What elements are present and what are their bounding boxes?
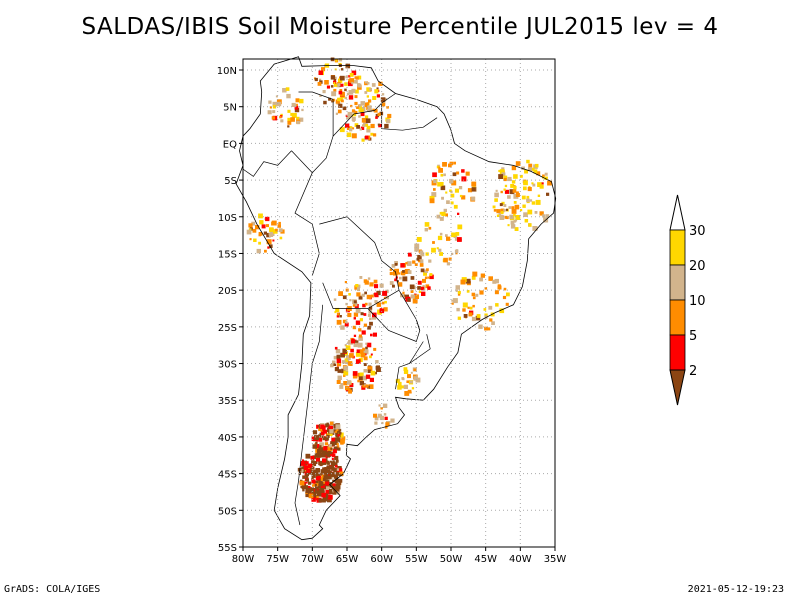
colorbar-bottom-arrow bbox=[669, 369, 686, 406]
lat-tick-label: 40S bbox=[218, 433, 237, 444]
colorbar-segment bbox=[669, 264, 686, 301]
lon-tick-label: 65W bbox=[336, 554, 359, 565]
lon-tick-label: 40W bbox=[509, 554, 532, 565]
footer-timestamp: 2021-05-12-19:23 bbox=[687, 584, 784, 595]
lat-tick-label: 20S bbox=[218, 286, 237, 297]
lat-tick-label: 25S bbox=[218, 323, 237, 334]
lat-tick-label: 55S bbox=[218, 543, 237, 554]
country-border bbox=[319, 216, 400, 309]
colorbar-label: 5 bbox=[689, 329, 697, 344]
colorbar-label: 30 bbox=[689, 224, 706, 239]
colorbar-top-arrow bbox=[669, 194, 686, 231]
country-border bbox=[242, 150, 292, 177]
colorbar-label: 20 bbox=[689, 259, 706, 274]
country-border bbox=[332, 93, 396, 137]
lat-tick-label: 5S bbox=[224, 176, 237, 187]
lon-tick-label: 45W bbox=[474, 554, 497, 565]
footer-credit: GrADS: COLA/IGES bbox=[4, 584, 101, 595]
lon-tick-label: 50W bbox=[440, 554, 463, 565]
lat-tick-label: 5N bbox=[223, 103, 237, 114]
country-border bbox=[381, 103, 438, 131]
colorbar-segment bbox=[669, 299, 686, 336]
country-border bbox=[409, 334, 431, 364]
south-america-coastline bbox=[235, 56, 557, 541]
lon-tick-label: 60W bbox=[370, 554, 393, 565]
lon-tick-label: 75W bbox=[266, 554, 289, 565]
country-border bbox=[395, 341, 424, 390]
lon-tick-label: 80W bbox=[232, 554, 255, 565]
latitude-axis: 10N 5N EQ 5S 10S 15S 20S 25S 30S 35S 40S 45S 50S 55S bbox=[217, 66, 243, 554]
lon-tick-label: 55W bbox=[405, 554, 428, 565]
map-title: SALDAS/IBIS Soil Moisture Percentile JUL… bbox=[81, 14, 719, 40]
lat-tick-label: 15S bbox=[218, 249, 237, 260]
lat-tick-label: 50S bbox=[218, 506, 237, 517]
lat-tick-label: 30S bbox=[218, 360, 237, 371]
colorbar-label: 10 bbox=[689, 294, 706, 309]
lat-tick-label: 10S bbox=[218, 213, 237, 224]
country-border bbox=[294, 172, 320, 276]
lat-tick-label: 45S bbox=[218, 470, 237, 481]
lat-tick-label: 10N bbox=[217, 66, 237, 77]
colorbar-segment bbox=[669, 334, 686, 371]
lon-tick-label: 35W bbox=[544, 554, 567, 565]
lon-tick-label: 70W bbox=[301, 554, 324, 565]
percentile-field bbox=[246, 57, 552, 503]
coastlines-borders bbox=[235, 56, 557, 541]
map-frame bbox=[242, 58, 556, 548]
longitude-axis: 80W 75W 70W 65W 60W 55W 50W 45W 40W 35W bbox=[232, 547, 567, 565]
country-border bbox=[294, 304, 324, 526]
lat-tick-label: EQ bbox=[223, 139, 237, 150]
colorbar-label: 2 bbox=[689, 364, 697, 379]
lat-tick-label: 35S bbox=[218, 396, 237, 407]
colorbar-segment bbox=[669, 229, 686, 266]
colorbar-legend: 30 20 10 5 2 bbox=[669, 194, 706, 406]
